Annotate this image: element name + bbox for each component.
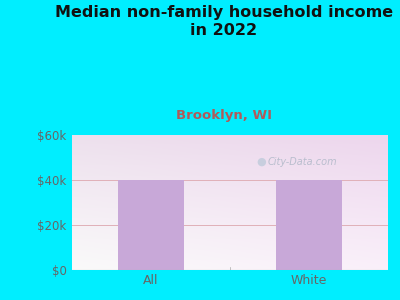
Text: City-Data.com: City-Data.com [268, 157, 338, 167]
Text: Median non-family household income
in 2022: Median non-family household income in 20… [55, 4, 393, 38]
Text: Brooklyn, WI: Brooklyn, WI [176, 110, 272, 122]
Bar [118, 180, 184, 270]
Text: ●: ● [257, 157, 266, 167]
Bar [276, 180, 342, 270]
